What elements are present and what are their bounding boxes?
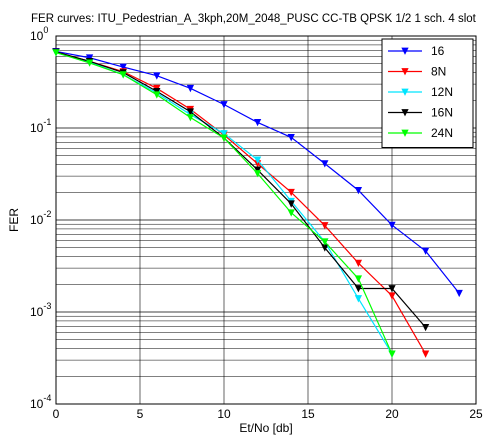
data-point bbox=[421, 247, 430, 255]
legend-marker bbox=[401, 109, 409, 117]
chart-title: FER curves: ITU_Pedestrian_A_3kph,20M_20… bbox=[31, 13, 477, 25]
data-point bbox=[186, 84, 195, 93]
x-tick-label: 15 bbox=[301, 407, 315, 421]
y-tick-exponent: -2 bbox=[43, 209, 51, 219]
y-axis-label: FER bbox=[7, 208, 21, 232]
data-point bbox=[354, 186, 363, 195]
x-tick-label: 20 bbox=[385, 407, 399, 421]
legend-entry: 8N bbox=[388, 65, 446, 79]
data-point bbox=[287, 209, 295, 217]
y-tick-exponent: -3 bbox=[43, 301, 51, 311]
data-point bbox=[186, 114, 195, 122]
data-point bbox=[287, 134, 295, 142]
series-16 bbox=[52, 48, 463, 298]
data-point bbox=[253, 170, 262, 178]
data-point bbox=[421, 324, 430, 332]
y-tick-exponent: -1 bbox=[43, 117, 51, 127]
legend-label: 8N bbox=[431, 65, 446, 79]
y-tick-label: 10-4 bbox=[30, 393, 51, 411]
data-point bbox=[119, 63, 127, 71]
data-point bbox=[354, 285, 363, 293]
data-point bbox=[153, 91, 161, 99]
y-tick-label: 10-3 bbox=[30, 301, 51, 319]
data-point bbox=[455, 289, 463, 298]
x-axis-label: Et/No [db] bbox=[239, 421, 292, 435]
data-point bbox=[388, 285, 396, 293]
data-point bbox=[388, 292, 396, 300]
grid bbox=[55, 36, 477, 405]
data-point bbox=[85, 54, 94, 62]
y-tick-base: 10 bbox=[30, 397, 44, 411]
legend-box bbox=[381, 38, 474, 148]
x-axis-ticks: 0 5 10 15 20 25 bbox=[53, 407, 483, 421]
legend-label: 12N bbox=[431, 85, 453, 99]
data-point bbox=[220, 134, 228, 142]
x-tick-label: 0 bbox=[53, 407, 60, 421]
data-point bbox=[321, 238, 329, 246]
data-point bbox=[85, 59, 94, 67]
x-tick-label: 25 bbox=[469, 407, 483, 421]
legend-entry: 24N bbox=[388, 126, 453, 140]
data-point bbox=[253, 156, 262, 164]
data-point bbox=[220, 130, 228, 138]
legend-marker bbox=[401, 68, 409, 76]
legend-label: 16 bbox=[431, 44, 445, 58]
data-point bbox=[186, 108, 195, 116]
data-point bbox=[354, 259, 363, 267]
legend-label: 24N bbox=[431, 126, 453, 140]
legend-entry: 16N bbox=[388, 106, 453, 120]
data-point bbox=[119, 71, 127, 79]
legend-label: 16N bbox=[431, 106, 453, 120]
y-tick-exponent: -4 bbox=[43, 393, 51, 403]
series-lines bbox=[52, 48, 463, 358]
series-line bbox=[55, 51, 427, 355]
data-point bbox=[220, 101, 228, 109]
data-point bbox=[321, 160, 329, 168]
data-point bbox=[253, 119, 262, 127]
y-tick-label: 10-2 bbox=[30, 209, 51, 227]
data-point bbox=[388, 221, 396, 230]
data-point bbox=[287, 188, 295, 197]
data-point bbox=[388, 350, 396, 358]
legend-entry: 12N bbox=[388, 85, 453, 99]
series-line bbox=[55, 51, 427, 328]
data-point bbox=[321, 222, 329, 230]
y-tick-base: 10 bbox=[30, 29, 44, 43]
legend: 16 8N 12N 16N 24N bbox=[381, 38, 474, 148]
y-tick-label: 100 bbox=[30, 25, 48, 43]
data-point bbox=[52, 49, 60, 57]
data-point bbox=[354, 275, 363, 283]
data-point bbox=[421, 350, 430, 358]
x-tick-label: 10 bbox=[217, 407, 231, 421]
legend-entry: 16 bbox=[388, 44, 445, 58]
y-tick-base: 10 bbox=[30, 305, 44, 319]
legend-marker bbox=[401, 129, 409, 137]
data-point bbox=[287, 200, 295, 208]
data-point bbox=[354, 295, 363, 303]
x-tick-label: 5 bbox=[137, 407, 144, 421]
legend-marker bbox=[401, 47, 409, 55]
y-tick-base: 10 bbox=[30, 121, 44, 135]
y-tick-exponent: 0 bbox=[43, 25, 48, 35]
data-point bbox=[153, 72, 161, 80]
y-tick-label: 10-1 bbox=[30, 117, 51, 135]
data-point bbox=[253, 166, 262, 174]
y-tick-base: 10 bbox=[30, 213, 44, 227]
series-24N bbox=[52, 49, 396, 358]
legend-marker bbox=[401, 88, 409, 96]
